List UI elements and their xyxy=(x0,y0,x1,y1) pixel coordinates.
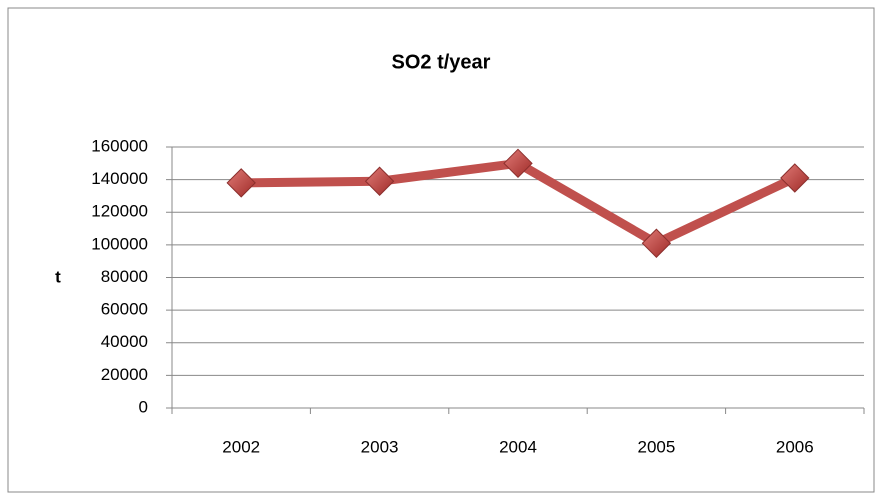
x-tick-label: 2004 xyxy=(499,437,537,456)
marker xyxy=(641,228,672,258)
x-tick-label: 2002 xyxy=(222,437,260,456)
x-tick-label: 2005 xyxy=(637,437,675,456)
y-tick-label: 0 xyxy=(139,397,148,416)
x-tick-label: 2003 xyxy=(361,437,399,456)
marker xyxy=(503,148,533,179)
marker xyxy=(364,166,395,196)
x-tick-label: 2006 xyxy=(776,437,814,456)
y-tick-label: 160000 xyxy=(91,136,148,155)
y-tick-label: 20000 xyxy=(101,365,148,384)
chart-frame xyxy=(7,7,875,493)
marker xyxy=(226,168,256,198)
y-tick-label: 60000 xyxy=(101,300,148,319)
y-tick-label: 100000 xyxy=(91,234,148,253)
y-tick-label: 80000 xyxy=(101,267,148,286)
y-tick-label: 140000 xyxy=(91,169,148,188)
y-axis-title: t xyxy=(55,267,61,286)
y-tick-label: 120000 xyxy=(91,202,148,221)
y-tick-label: 40000 xyxy=(101,332,148,351)
marker xyxy=(780,163,810,193)
chart-title: SO2 t/year xyxy=(392,51,491,73)
